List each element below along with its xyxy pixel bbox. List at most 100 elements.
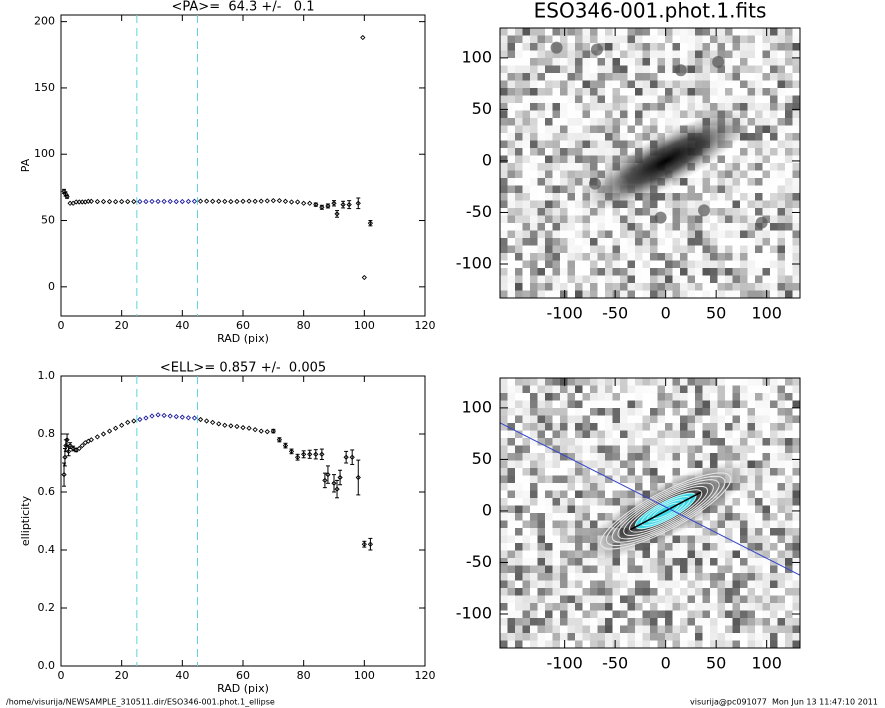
pixel (650, 88, 658, 96)
pixel (710, 378, 718, 386)
pixel (605, 28, 613, 36)
pixel (755, 490, 763, 499)
pixel (515, 178, 523, 186)
pixel (507, 140, 516, 149)
pixel (642, 475, 651, 484)
pixel (522, 453, 531, 461)
pixel (500, 438, 508, 446)
pixel (515, 520, 523, 529)
pixel (672, 393, 681, 401)
pixel (597, 580, 606, 589)
marker (325, 203, 331, 209)
pixel (665, 595, 673, 604)
pixel (710, 73, 718, 81)
pixel (530, 475, 538, 484)
pixel (635, 423, 643, 431)
marker (222, 422, 228, 428)
pixel (770, 505, 778, 514)
pixel (680, 543, 688, 551)
pixel (657, 393, 666, 401)
pixel (605, 118, 613, 126)
pixel (755, 640, 763, 648)
star (654, 211, 667, 224)
marker (155, 198, 161, 205)
pixel (785, 148, 793, 156)
pixel (657, 625, 666, 634)
pixel (785, 178, 793, 186)
pixel (710, 95, 718, 104)
pixel (500, 550, 508, 559)
pixel (732, 603, 741, 611)
pixel (567, 468, 576, 476)
pixel (507, 28, 516, 36)
y-tick-label: 100 (34, 147, 55, 160)
marker (340, 201, 346, 208)
pixel (560, 80, 568, 89)
pixel (777, 453, 786, 461)
pixel (590, 118, 598, 126)
data-point (131, 418, 137, 424)
pixel (732, 80, 741, 89)
pixel (717, 43, 726, 51)
pixel (522, 95, 531, 104)
marker (313, 201, 319, 208)
pixel (770, 610, 778, 619)
pixel (672, 438, 681, 446)
pixel (732, 73, 741, 81)
pixel (605, 438, 613, 446)
pixel (590, 415, 598, 424)
marker (301, 200, 307, 206)
pixel (650, 393, 658, 401)
pixel (612, 65, 621, 74)
pixel (785, 155, 793, 164)
pixel (680, 625, 688, 634)
pixel (500, 200, 508, 209)
pixel (642, 550, 651, 559)
pixel (582, 468, 591, 476)
pixel (530, 73, 538, 81)
pixel (590, 468, 598, 476)
data-point (216, 421, 222, 427)
pixel (725, 50, 733, 59)
pixel (605, 588, 613, 596)
pixel (500, 43, 508, 51)
pixel (687, 103, 696, 111)
pixel (500, 618, 508, 626)
pixel (755, 580, 763, 589)
pixel (515, 543, 523, 551)
pixel (567, 618, 576, 626)
x-tick-label: 100 (751, 304, 782, 323)
pixel (710, 543, 718, 551)
pixel (507, 610, 516, 619)
pixel (635, 268, 643, 276)
marker (210, 419, 216, 426)
pixel (792, 520, 800, 529)
pixel (522, 415, 531, 424)
pixel (702, 445, 711, 454)
pixel (710, 565, 718, 574)
pixel (582, 95, 591, 104)
pixel (612, 610, 621, 619)
marker (343, 454, 349, 460)
pixel (642, 633, 651, 641)
pixel (725, 558, 733, 566)
y-axis-label: PA (19, 158, 32, 172)
pixel (695, 595, 703, 604)
pixel (545, 378, 553, 386)
pixel (702, 215, 711, 224)
pixel (635, 125, 643, 134)
pixel (507, 565, 516, 574)
pixel (537, 103, 546, 111)
pixel (717, 103, 726, 111)
pixel (552, 268, 561, 276)
pixel (567, 65, 576, 74)
marker (203, 198, 210, 204)
pixel (725, 193, 733, 201)
pixel (507, 400, 516, 409)
pixel (560, 215, 568, 224)
y-tick-label: 100 (461, 47, 492, 66)
pixel (680, 468, 688, 476)
pixel (717, 290, 726, 298)
pixel (575, 238, 583, 246)
data-point (76, 445, 82, 452)
